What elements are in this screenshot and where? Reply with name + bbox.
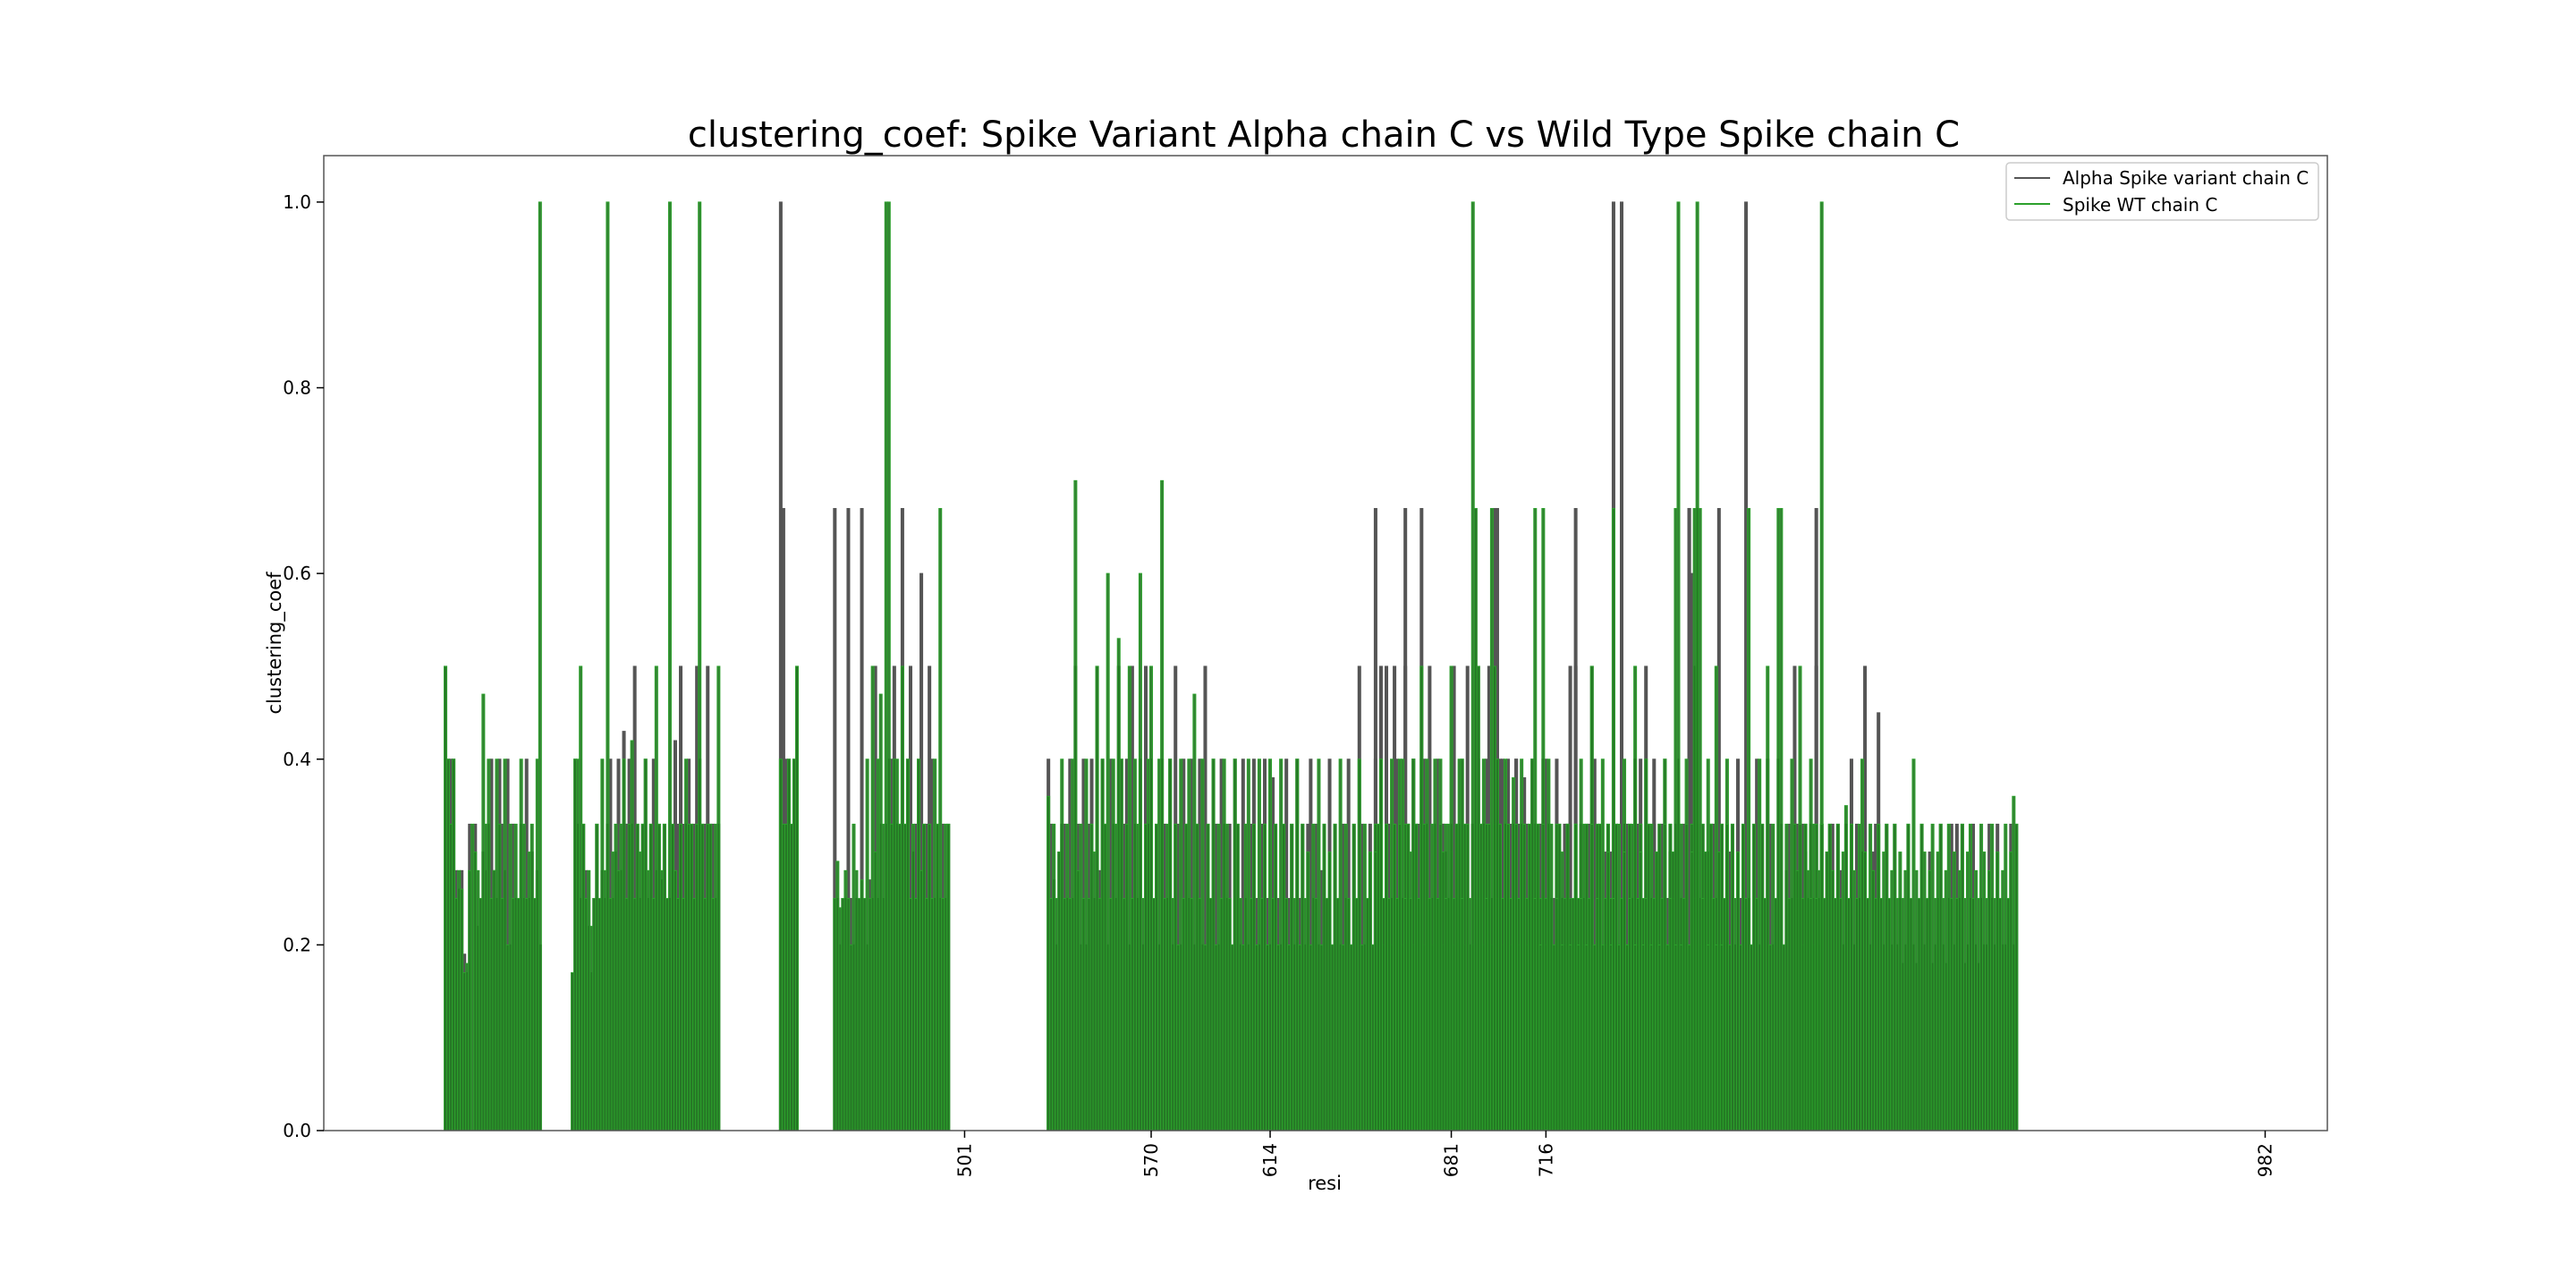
y-tick-label: 0.4	[283, 749, 311, 770]
chart-title: clustering_coef: Spike Variant Alpha cha…	[688, 114, 1960, 156]
legend-label-wt: Spike WT chain C	[2063, 194, 2217, 216]
bar	[946, 823, 951, 1131]
y-tick-label: 0.2	[283, 934, 311, 955]
y-tick-label: 0.0	[283, 1120, 311, 1141]
bars-layer	[444, 201, 2019, 1131]
x-axis: 501 570 614 681 716 982	[953, 1131, 2276, 1177]
bar	[795, 665, 800, 1131]
x-tick-label: 570	[1140, 1143, 1162, 1177]
bar	[538, 201, 542, 1131]
y-axis-label: clustering_coef	[264, 572, 286, 715]
x-tick-label: 982	[2255, 1143, 2276, 1177]
y-axis: 0.0 0.2 0.4 0.6 0.8 1.0	[283, 191, 324, 1141]
bar	[2014, 823, 2019, 1131]
bar	[1462, 823, 1467, 1131]
plot-frame	[323, 155, 2328, 1131]
x-axis-label: resi	[1308, 1173, 1342, 1194]
y-tick-label: 0.8	[283, 377, 311, 399]
legend-label-alpha: Alpha Spike variant chain C	[2063, 167, 2309, 189]
y-tick-label: 0.6	[283, 563, 311, 584]
y-tick-label: 1.0	[283, 191, 311, 213]
x-tick-label: 716	[1535, 1143, 1556, 1177]
x-tick-label: 501	[953, 1143, 975, 1177]
legend-box	[2005, 162, 2319, 221]
bar	[716, 665, 721, 1131]
x-tick-label: 681	[1441, 1143, 1462, 1177]
legend: Alpha Spike variant chain C Spike WT cha…	[2005, 162, 2319, 221]
x-tick-label: 614	[1259, 1143, 1281, 1177]
bar	[1724, 823, 1729, 1131]
